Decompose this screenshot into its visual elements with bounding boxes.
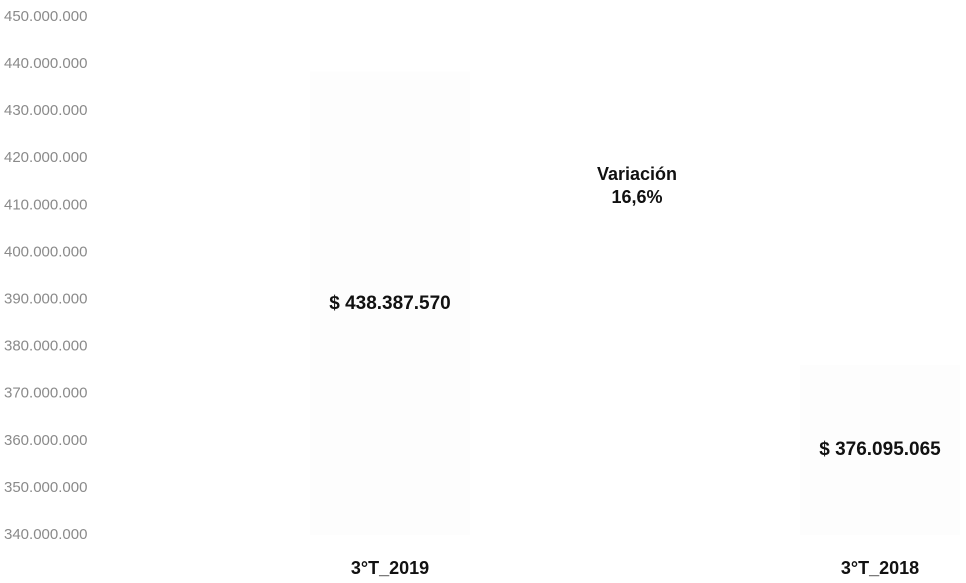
y-tick-label: 400.000.000 <box>4 243 87 260</box>
bar <box>800 365 960 535</box>
data-label: $ 376.095.065 <box>819 439 941 460</box>
y-tick-label: 340.000.000 <box>4 526 87 543</box>
y-tick-label: 360.000.000 <box>4 432 87 449</box>
bar <box>310 71 470 535</box>
data-label: $ 438.387.570 <box>329 293 451 314</box>
annotation: Variación <box>597 164 677 184</box>
y-tick-label: 380.000.000 <box>4 338 87 355</box>
y-tick-label: 350.000.000 <box>4 479 87 496</box>
y-tick-label: 430.000.000 <box>4 102 87 119</box>
x-tick-label: 3°T_2018 <box>841 558 919 578</box>
x-tick-label: 3°T_2019 <box>351 558 429 578</box>
y-tick-label: 390.000.000 <box>4 291 87 308</box>
y-tick-label: 440.000.000 <box>4 55 87 72</box>
y-tick-label: 370.000.000 <box>4 385 87 402</box>
y-tick-label: 450.000.000 <box>4 8 87 25</box>
annotation: 16,6% <box>611 187 662 207</box>
y-tick-label: 410.000.000 <box>4 196 87 213</box>
y-tick-label: 420.000.000 <box>4 149 87 166</box>
